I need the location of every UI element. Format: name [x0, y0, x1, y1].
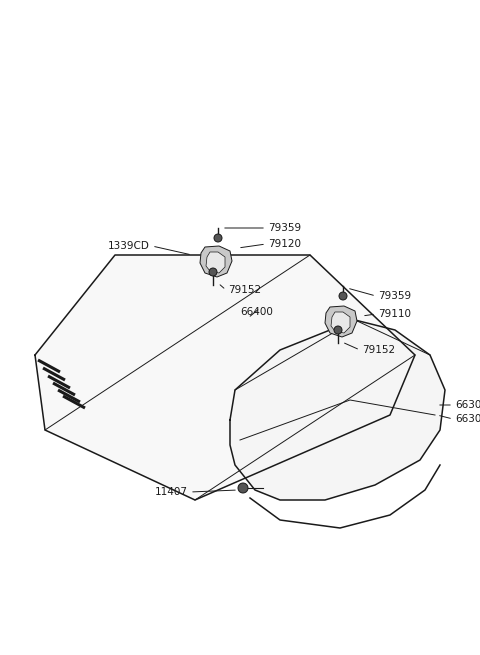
Text: 66301: 66301: [455, 400, 480, 410]
Polygon shape: [325, 306, 357, 337]
Text: 79152: 79152: [362, 345, 395, 355]
Polygon shape: [230, 320, 445, 500]
Text: 66400: 66400: [240, 307, 273, 317]
Circle shape: [339, 292, 347, 300]
Text: 79152: 79152: [228, 285, 261, 295]
Text: 66302: 66302: [455, 414, 480, 424]
Circle shape: [334, 326, 342, 334]
Text: 11407: 11407: [155, 487, 188, 497]
Polygon shape: [200, 246, 232, 277]
Text: 1339CD: 1339CD: [108, 241, 150, 251]
Text: 79359: 79359: [268, 223, 301, 233]
Circle shape: [214, 234, 222, 242]
Polygon shape: [35, 255, 415, 500]
Polygon shape: [331, 312, 350, 333]
Text: 79120: 79120: [268, 239, 301, 249]
Polygon shape: [206, 252, 225, 273]
Text: 79110: 79110: [378, 309, 411, 319]
Text: 79359: 79359: [378, 291, 411, 301]
Circle shape: [238, 483, 248, 493]
Circle shape: [209, 268, 217, 276]
